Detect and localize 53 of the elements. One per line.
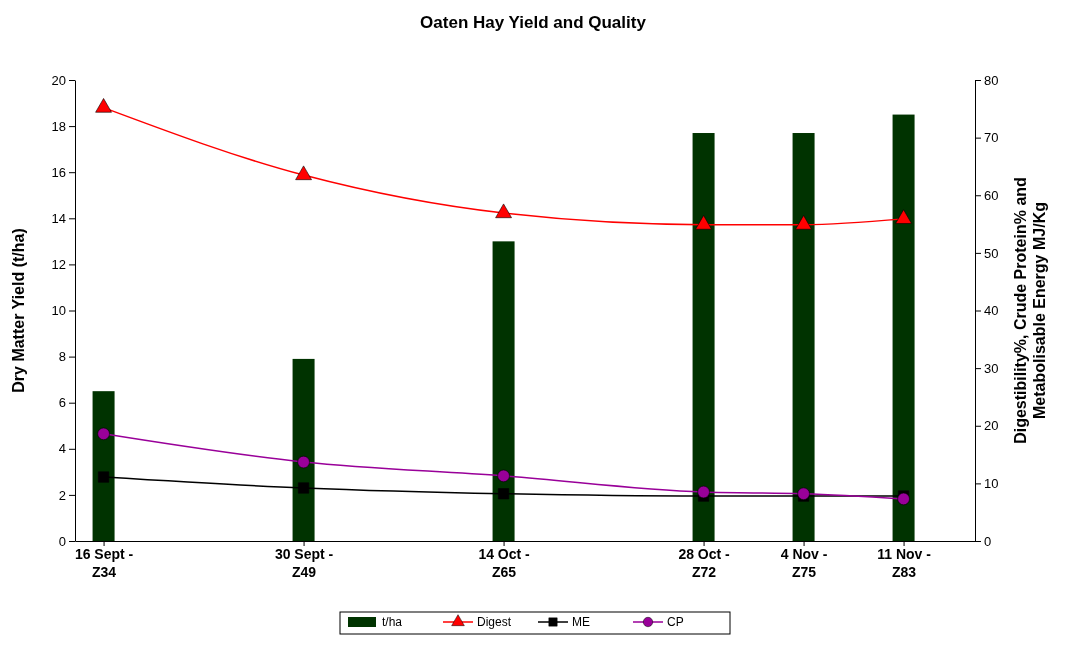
y-tick-label: 2 [58,487,66,503]
y-tick-label: 16 [51,164,66,180]
y-tick-label: 12 [51,257,66,273]
y2-tick-label: 50 [984,245,999,261]
y-tick-label: 0 [58,533,66,549]
x-tick-label: 11 Nov - Z83 [877,546,932,580]
y2-tick-label: 40 [984,303,999,319]
y-tick-label: 18 [51,118,66,134]
point [298,482,310,494]
y2-tick-label: 10 [984,476,999,492]
y-axis-title: Dry Matter Yield (t/ha) [10,228,27,393]
point [495,203,512,219]
y-tick-label: 8 [58,349,66,365]
x-tick-label: 4 Nov - Z75 [780,546,828,580]
point [795,215,812,230]
bar [492,241,515,541]
bar [792,133,815,541]
y2-tick-label: 20 [984,418,999,434]
point [295,165,312,180]
x-tick-label: 16 Sept - Z34 [74,546,134,580]
legend-label: Digest [477,615,512,629]
point [897,492,910,506]
y-tick-label: 6 [58,395,66,411]
y2-tick-label: 80 [984,72,999,88]
legend-label: t/ha [382,615,403,629]
bar [692,133,715,541]
y2-axis-title: Digestibility%, Crude Protein% and Metabolisable Energy MJ/Kg [1012,177,1049,444]
y-tick-label: 10 [51,303,66,319]
y-tick-label: 20 [51,72,66,88]
y-tick-label: 14 [51,210,66,226]
y-tick-label: 4 [58,441,66,457]
y2-tick-label: 60 [984,187,999,203]
bar [92,391,115,541]
point [697,485,710,499]
point [297,455,310,469]
x-tick-label: 28 Oct - Z72 [678,546,731,580]
y2-tick-label: 70 [984,130,999,146]
y2-tick-label: 30 [984,360,999,376]
point [695,215,712,230]
bar [292,358,315,541]
legend-label: ME [572,615,590,629]
chart-title: Oaten Hay Yield and Quality [420,13,647,32]
bar [892,114,915,541]
point [497,469,510,483]
point [95,98,112,113]
point [98,471,110,483]
point [895,209,912,224]
x-tick-label: 14 Oct - Z65 [478,546,531,580]
x-tick-label: 30 Sept - Z49 [274,546,334,580]
point [97,427,110,441]
y2-tick-label: 0 [984,533,992,549]
point [498,488,510,500]
legend-label: CP [667,615,684,629]
